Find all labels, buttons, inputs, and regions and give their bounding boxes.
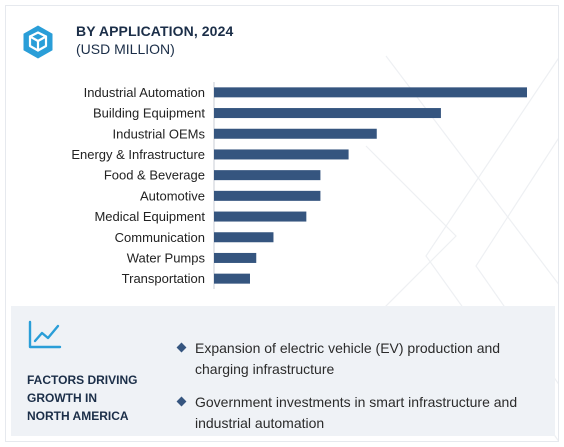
bar [214, 87, 527, 98]
hexagon-cube-logo-icon [23, 25, 53, 59]
diamond-bullet-icon [176, 342, 187, 353]
factors-heading-line: NORTH AMERICA [27, 409, 129, 423]
category-label: Building Equipment [93, 106, 205, 121]
category-label: Transportation [122, 271, 205, 286]
bar [214, 252, 257, 263]
category-label: Medical Equipment [94, 209, 205, 224]
factors-heading: FACTORS DRIVING GROWTH IN NORTH AMERICA [27, 371, 167, 425]
bar-chart: Industrial Automation Building Equipment I… [71, 82, 527, 289]
category-label: Industrial OEMs [113, 126, 206, 141]
bar [214, 211, 307, 222]
factor-text: Government investments in smart infrastr… [195, 394, 518, 431]
bar [214, 232, 274, 243]
category-label: Energy & Infrastructure [71, 147, 205, 162]
bar [214, 190, 321, 201]
diamond-bullet-icon [176, 396, 187, 407]
bar [214, 170, 321, 181]
category-label: Automotive [140, 188, 205, 203]
bar [214, 149, 349, 160]
infographic-card: BY APPLICATION, 2024 (USD MILLION) Indus… [5, 5, 559, 442]
category-label: Industrial Automation [84, 85, 205, 100]
factors-heading-line: FACTORS DRIVING [27, 373, 138, 387]
factor-text: Expansion of electric vehicle (EV) produ… [195, 340, 501, 377]
chart-subtitle: (USD MILLION) [76, 41, 175, 57]
bar [214, 108, 441, 119]
bar [214, 128, 377, 139]
category-label: Food & Beverage [104, 168, 205, 183]
category-label: Water Pumps [127, 250, 206, 265]
bar [214, 273, 250, 284]
growth-factors-panel: FACTORS DRIVING GROWTH IN NORTH AMERICA … [11, 306, 555, 436]
factors-heading-line: GROWTH IN [27, 391, 97, 405]
line-chart-trend-icon [28, 320, 62, 349]
category-label: Communication [115, 230, 205, 245]
chart-title: BY APPLICATION, 2024 [76, 23, 234, 39]
